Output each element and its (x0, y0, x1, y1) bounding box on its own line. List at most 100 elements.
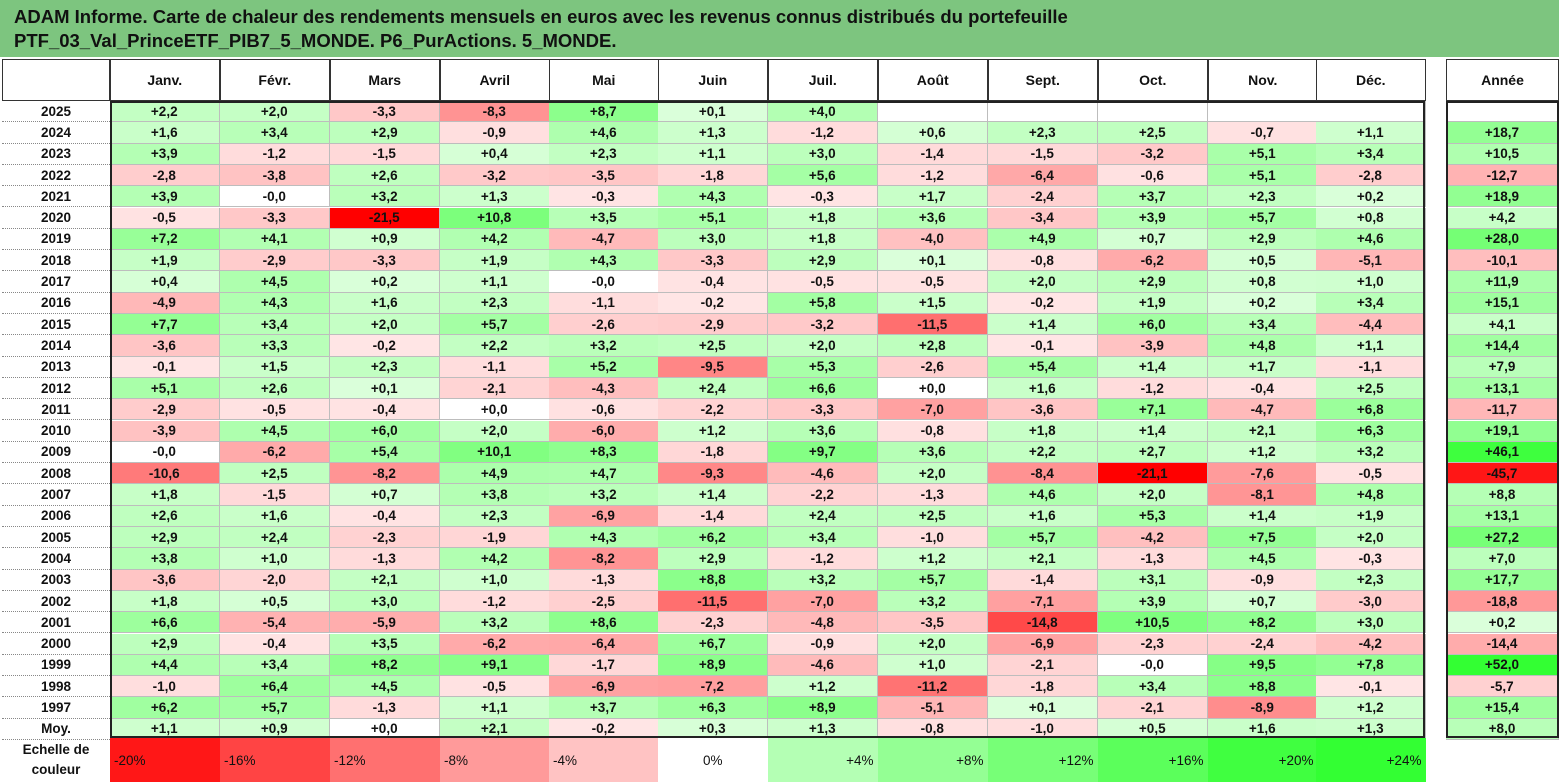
month-header: Févr. (220, 59, 330, 101)
heatmap-cell: -0,7 (1208, 122, 1318, 144)
heatmap-cell: +5,8 (768, 292, 878, 314)
year-total-cell: +15,1 (1446, 292, 1559, 314)
heatmap-cell: -0,5 (768, 271, 878, 293)
heatmap-cell: -5,1 (1316, 250, 1426, 272)
heatmap-cell: -0,6 (549, 399, 659, 421)
heatmap-cell: -4,9 (110, 292, 220, 314)
heatmap-cell: +7,8 (1316, 654, 1426, 677)
heatmap-cell: -0,3 (549, 186, 659, 208)
heatmap-cell: +1,2 (1208, 441, 1318, 464)
heatmap-cell: -3,6 (110, 335, 220, 357)
heatmap-cell: +4,4 (110, 654, 220, 677)
heatmap-cell: +2,2 (988, 441, 1098, 464)
row-label: 2018 (2, 250, 110, 272)
heatmap-cell: +1,5 (878, 292, 988, 314)
heatmap-cell: +3,2 (440, 612, 550, 634)
color-scale-step: +16% (1098, 738, 1208, 782)
heatmap-cell: -1,3 (1098, 548, 1208, 570)
heatmap-cell: +9,5 (1208, 654, 1318, 677)
heatmap-cell: +1,3 (440, 186, 550, 208)
heatmap-cell: +2,0 (768, 335, 878, 357)
heatmap-cell: -1,8 (988, 676, 1098, 698)
heatmap-cell: -0,1 (1316, 676, 1426, 698)
heatmap-cell: +0,0 (330, 718, 440, 740)
heatmap-cell: -2,2 (658, 399, 768, 421)
heatmap-cell: -11,5 (658, 590, 768, 613)
month-header: Août (878, 59, 988, 101)
color-scale-step: -12% (330, 738, 440, 782)
heatmap-cell: -8,9 (1208, 697, 1318, 719)
heatmap-cell: +5,1 (1208, 143, 1318, 165)
heatmap-cell: +5,2 (549, 356, 659, 378)
heatmap-cell: +2,7 (1098, 441, 1208, 464)
heatmap-cell: -0,8 (878, 420, 988, 442)
heatmap-cell: +5,7 (878, 569, 988, 591)
heatmap-cell: -3,2 (440, 164, 550, 187)
heatmap-cell: +1,6 (1208, 718, 1318, 740)
heatmap-cell: +1,0 (878, 654, 988, 677)
heatmap-cell: -6,4 (549, 633, 659, 655)
heatmap-cell: -21,5 (330, 207, 440, 229)
heatmap-cell: +4,5 (330, 676, 440, 698)
heatmap-cell: +2,0 (330, 314, 440, 336)
color-scale-step: -20% (110, 738, 220, 782)
heatmap-cell: +0,4 (440, 143, 550, 165)
heatmap-cell: +6,6 (768, 377, 878, 400)
color-scale-step: +4% (768, 738, 878, 782)
heatmap-cell: +6,0 (1098, 314, 1208, 336)
heatmap-cell: +3,4 (220, 314, 330, 336)
heatmap-cell: +1,8 (988, 420, 1098, 442)
year-total-cell: -10,1 (1446, 250, 1559, 272)
heatmap-cell: +1,6 (110, 122, 220, 144)
heatmap-cell: +2,1 (440, 718, 550, 740)
heatmap-cell: -1,2 (1098, 377, 1208, 400)
row-label: 2011 (2, 399, 110, 421)
heatmap-cell: +2,0 (1316, 527, 1426, 549)
color-scale-label: Echelle de couleur (22, 742, 90, 777)
year-total-cell: +14,4 (1446, 335, 1559, 357)
heatmap-cell: -2,6 (549, 314, 659, 336)
heatmap-cell: +4,5 (220, 271, 330, 293)
row-label: 2013 (2, 357, 110, 378)
row-label: 2010 (2, 421, 110, 442)
heatmap-cell: +0,1 (330, 377, 440, 400)
heatmap-cell: +0,8 (1316, 207, 1426, 229)
heatmap-cell: +2,5 (658, 335, 768, 357)
color-scale-step: +8% (878, 738, 988, 782)
heatmap-cell: +3,2 (330, 186, 440, 208)
year-total-cell: +18,9 (1446, 186, 1559, 208)
heatmap-cell: +5,1 (110, 377, 220, 400)
year-total-cell: +18,7 (1446, 122, 1559, 144)
year-total-cell: +11,9 (1446, 271, 1559, 293)
heatmap-cell: -2,1 (988, 654, 1098, 677)
heatmap-cell: +1,7 (1208, 356, 1318, 378)
heatmap-cell: +5,6 (768, 164, 878, 187)
heatmap-cell (988, 101, 1098, 123)
heatmap-cell: +2,3 (330, 356, 440, 378)
heatmap-cell: +8,8 (1208, 676, 1318, 698)
heatmap-cell: +2,6 (220, 377, 330, 400)
heatmap-cell: -3,3 (220, 207, 330, 229)
heatmap-cell: -2,3 (1098, 633, 1208, 655)
row-label: 2017 (2, 271, 110, 293)
row-label: 2007 (2, 484, 110, 506)
row-label: 2012 (2, 378, 110, 400)
heatmap-cell: -1,3 (330, 548, 440, 570)
heatmap-cell: +2,9 (768, 250, 878, 272)
heatmap-cell: +2,0 (220, 101, 330, 123)
heatmap-cell: +1,9 (440, 250, 550, 272)
heatmap-cell: -3,5 (549, 164, 659, 187)
heatmap-cell: +0,1 (878, 250, 988, 272)
heatmap-cell: +3,4 (1098, 676, 1208, 698)
heatmap-cell: +5,1 (1208, 164, 1318, 187)
heatmap-cell: +0,7 (1098, 228, 1208, 251)
heatmap-cell: -9,5 (658, 356, 768, 378)
heatmap-cell: +1,8 (768, 207, 878, 229)
heatmap-cell: +1,1 (658, 143, 768, 165)
heatmap-cell: +2,2 (440, 335, 550, 357)
year-total-cell: +15,4 (1446, 697, 1559, 719)
heatmap-cell: -1,2 (220, 143, 330, 165)
heatmap-cell: +0,2 (1316, 186, 1426, 208)
heatmap-cell: +3,8 (440, 484, 550, 506)
heatmap-cell: -1,8 (658, 441, 768, 464)
